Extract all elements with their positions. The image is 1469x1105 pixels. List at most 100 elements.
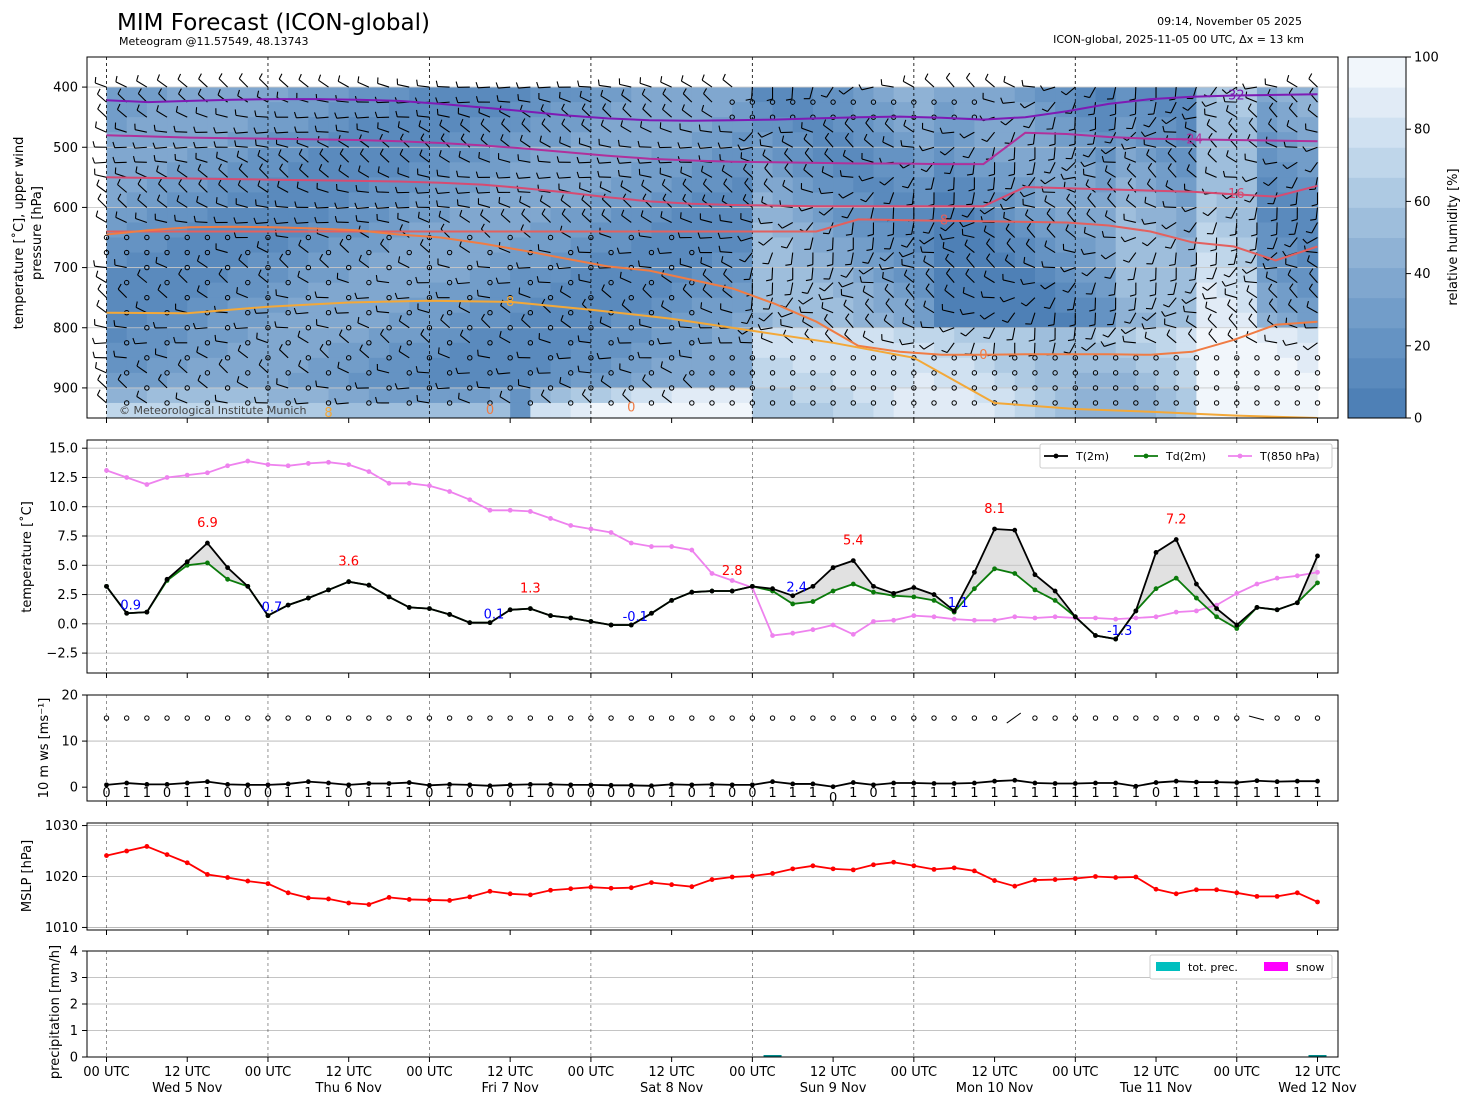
calm-marker (1213, 400, 1220, 406)
wind-barb-flag (1161, 224, 1167, 230)
wind-barb (699, 146, 713, 149)
humidity-cell (550, 327, 572, 344)
wind-barb-flag (761, 196, 764, 203)
mslp-point (1093, 874, 1098, 879)
series-point (104, 468, 109, 473)
humidity-cell (994, 387, 1016, 404)
humidity-cell (1115, 327, 1137, 344)
wind-barb (1307, 342, 1318, 351)
wind-speed-point (1153, 780, 1159, 785)
humidity-cell (1216, 252, 1238, 269)
humidity-cell (893, 282, 915, 299)
humidity-cell (651, 222, 673, 239)
humidity-cell (590, 102, 612, 118)
wind-barb-flag (455, 277, 459, 284)
calm-marker (366, 249, 372, 256)
calm-marker (628, 325, 634, 331)
surface-calm-marker (1153, 715, 1159, 721)
wind-barb-flag (516, 351, 519, 358)
wind-barb-flag (156, 105, 159, 112)
wind-barb (923, 237, 935, 245)
mslp-point (225, 875, 231, 880)
wind-barb (1288, 107, 1298, 118)
wind-barb (622, 198, 632, 208)
wind-barb (821, 297, 834, 301)
humidity-cell (550, 252, 572, 269)
humidity-cell (429, 387, 451, 404)
y-tick-label: 15.0 (49, 442, 78, 457)
wind-barb (599, 161, 612, 164)
wind-barb (457, 282, 470, 285)
wind-barb-flag (839, 170, 842, 177)
wind-barb (1225, 293, 1237, 299)
wind-speed-point (1072, 781, 1078, 786)
series-point (951, 608, 957, 614)
humidity-cell (348, 282, 370, 299)
humidity-cell (913, 102, 935, 118)
humidity-cell (288, 282, 310, 299)
wind-barb (1066, 198, 1076, 208)
calm-marker (144, 249, 150, 256)
wind-barb-flag (1124, 321, 1131, 324)
series-point (326, 459, 331, 465)
humidity-cell (812, 372, 834, 389)
wind-barb (968, 146, 975, 159)
wind-barb-flag (415, 366, 419, 373)
wind-barb (720, 146, 733, 149)
humidity-cell (913, 312, 935, 329)
wind-barb-flag (844, 132, 850, 139)
y-tick-label: 10.0 (49, 500, 78, 515)
wind-digit: 0 (607, 786, 615, 801)
humidity-cell (1135, 132, 1157, 149)
humidity-cell (409, 102, 431, 118)
surface-calm-marker (769, 715, 776, 721)
wind-barb (945, 258, 955, 268)
humidity-cell (1277, 312, 1299, 329)
humidity-cell (792, 372, 814, 389)
humidity-cell (1176, 402, 1198, 418)
calm-marker (507, 264, 513, 271)
humidity-cell (106, 252, 128, 269)
wind-barb (620, 185, 632, 193)
calm-marker (265, 264, 271, 271)
wind-barb (863, 139, 874, 148)
series-point (649, 544, 654, 549)
calm-marker (406, 279, 412, 286)
wind-barb (821, 191, 834, 195)
humidity-cell (267, 327, 289, 344)
calm-marker (346, 264, 352, 271)
series-point (1052, 598, 1058, 603)
humidity-cell (106, 372, 128, 389)
wind-barb-flag (92, 141, 96, 148)
wind-barb (1125, 327, 1137, 335)
wind-barb (1030, 312, 1036, 325)
series-point (669, 544, 675, 549)
wind-barb (904, 303, 915, 314)
wind-barb-flag (717, 232, 721, 239)
wind-barb-flag (1109, 309, 1116, 312)
humidity-cell (167, 237, 189, 254)
calm-marker (1072, 385, 1079, 391)
surface-calm-marker (971, 715, 978, 721)
humidity-cell (247, 222, 269, 239)
wind-barb-flag (882, 136, 885, 143)
wind-barb-flag (621, 89, 625, 96)
wind-barb-flag (1286, 120, 1290, 127)
humidity-cell (247, 402, 269, 418)
wind-barb-flag (966, 253, 971, 259)
humidity-cell (429, 192, 451, 209)
wind-barb-flag (766, 294, 773, 297)
wind-barb-flag (1250, 233, 1258, 237)
humidity-cell (409, 162, 431, 179)
wind-barb (702, 289, 713, 299)
wind-barb (478, 157, 491, 163)
humidity-cell (429, 102, 451, 118)
wind-barb (1072, 297, 1076, 310)
wind-barb-flag (113, 320, 116, 327)
wind-barb-flag (435, 187, 439, 194)
humidity-cell (934, 357, 955, 374)
wind-barb (1306, 146, 1318, 152)
humidity-cell (267, 282, 289, 299)
wind-barb-flag (440, 133, 445, 140)
calm-marker (406, 340, 412, 346)
